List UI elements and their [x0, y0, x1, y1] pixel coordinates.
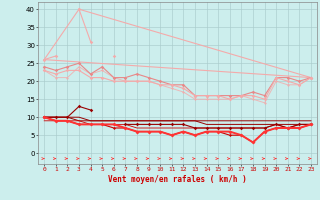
X-axis label: Vent moyen/en rafales ( km/h ): Vent moyen/en rafales ( km/h ) — [108, 175, 247, 184]
